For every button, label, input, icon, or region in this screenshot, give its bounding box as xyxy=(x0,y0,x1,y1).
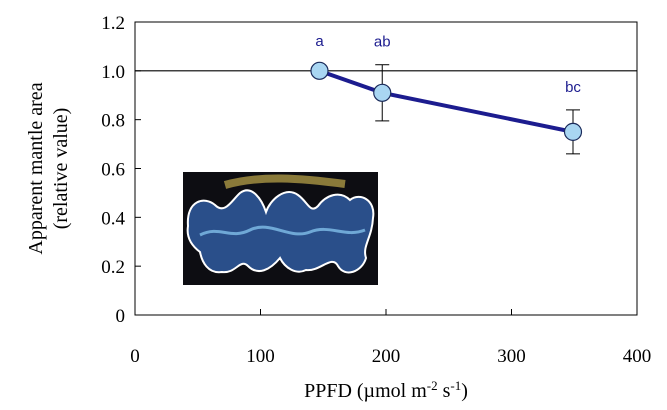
data-point xyxy=(563,122,583,141)
y-axis-label-line: Apparent mantle area xyxy=(25,82,47,254)
x-tick-label: 300 xyxy=(497,346,526,367)
x-axis-label-part: s xyxy=(438,380,451,402)
significance-label: a xyxy=(315,33,324,50)
y-axis-label-line: (relative value) xyxy=(50,108,72,230)
data-line xyxy=(318,68,574,134)
x-tick-label: 400 xyxy=(623,346,652,367)
x-tick-label: 100 xyxy=(246,346,275,367)
clam-photo xyxy=(183,172,378,285)
y-tick-label: 1.2 xyxy=(101,13,125,34)
x-tick-label: 0 xyxy=(130,346,140,367)
x-axis-label-part: ) xyxy=(461,380,468,402)
x-axis-label: PPFD (µmol m-2 s-1) xyxy=(304,378,468,403)
x-axis-label-part: PPFD (µmol m xyxy=(304,380,427,402)
y-tick-label: 0.4 xyxy=(101,208,125,229)
data-point xyxy=(373,83,392,102)
x-axis-label-superscript: -1 xyxy=(450,378,461,393)
significance-label: bc xyxy=(565,79,581,96)
x-axis-label-superscript: -2 xyxy=(427,378,438,393)
y-axis-label: Apparent mantle area (relative value) xyxy=(25,82,72,254)
y-tick-label: 0 xyxy=(116,306,126,327)
y-tick-label: 0.2 xyxy=(101,257,125,278)
data-point xyxy=(310,61,329,80)
y-tick-label: 0.6 xyxy=(101,160,125,181)
y-tick-label: 1.0 xyxy=(101,62,125,83)
significance-label: ab xyxy=(374,34,391,51)
y-tick-label: 0.8 xyxy=(101,111,125,132)
x-tick-label: 200 xyxy=(372,346,401,367)
